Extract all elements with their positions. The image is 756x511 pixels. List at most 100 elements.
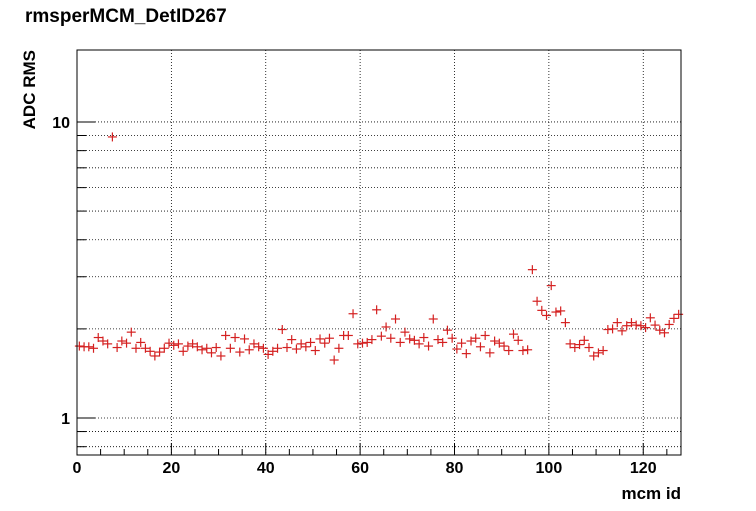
- data-point: [391, 314, 401, 324]
- data-point: [466, 336, 476, 346]
- data-point: [603, 325, 613, 335]
- data-point: [150, 351, 160, 361]
- data-point: [310, 346, 320, 356]
- data-point: [589, 351, 599, 361]
- axis-ticks: [76, 121, 668, 455]
- data-point: [277, 325, 287, 335]
- data-point: [235, 347, 245, 357]
- data-point: [372, 305, 382, 315]
- data-point: [188, 339, 198, 349]
- data-point: [89, 343, 99, 353]
- data-point: [650, 320, 660, 330]
- x-tick-label: 40: [257, 460, 275, 477]
- data-point: [405, 334, 415, 344]
- x-tick-label: 120: [630, 460, 657, 477]
- data-point: [664, 319, 674, 329]
- tick-labels: 0 20 40 60 80 100 120 1 10: [52, 115, 656, 477]
- data-point: [645, 313, 655, 323]
- data-point: [164, 338, 174, 348]
- data-point: [216, 351, 226, 361]
- data-point: [136, 337, 146, 347]
- data-point: [84, 342, 94, 352]
- data-point: [527, 265, 537, 275]
- data-point: [98, 336, 108, 346]
- data-point: [447, 333, 457, 343]
- data-point: [291, 344, 301, 354]
- data-point: [145, 346, 155, 356]
- data-point: [254, 342, 264, 352]
- data-point: [617, 326, 627, 336]
- data-point: [126, 327, 136, 337]
- data-point: [631, 320, 641, 330]
- data-point: [480, 330, 490, 340]
- data-point: [131, 343, 141, 353]
- data-point: [122, 338, 132, 348]
- data-point: [273, 343, 283, 353]
- data-point: [140, 343, 150, 353]
- data-point: [414, 339, 424, 349]
- y-tick-label: 10: [52, 115, 70, 132]
- data-point: [93, 333, 103, 343]
- data-point: [551, 307, 561, 317]
- data-point: [282, 343, 292, 353]
- x-tick-label: 80: [446, 460, 464, 477]
- data-point: [334, 343, 344, 353]
- data-point: [499, 341, 509, 351]
- data-point: [593, 348, 603, 358]
- data-point: [542, 310, 552, 320]
- data-point: [320, 338, 330, 348]
- data-point: [612, 318, 622, 328]
- data-point: [475, 342, 485, 352]
- data-point: [546, 281, 556, 291]
- data-point: [471, 333, 481, 343]
- data-point: [381, 322, 391, 332]
- data-point: [560, 318, 570, 328]
- data-points: [74, 132, 684, 365]
- data-point: [183, 341, 193, 351]
- data-point: [386, 333, 396, 343]
- data-point: [575, 340, 585, 350]
- data-point: [155, 347, 165, 357]
- data-point: [103, 339, 113, 349]
- data-point: [419, 333, 429, 343]
- data-point: [655, 325, 665, 335]
- y-axis-title: ADC RMS: [20, 50, 39, 129]
- data-point: [353, 339, 363, 349]
- data-point: [518, 346, 528, 356]
- data-point: [296, 339, 306, 349]
- data-point: [240, 334, 250, 344]
- data-point: [556, 306, 566, 316]
- data-point: [362, 337, 372, 347]
- data-point: [112, 343, 122, 353]
- data-point: [159, 343, 169, 353]
- data-point: [178, 346, 188, 356]
- data-point: [329, 355, 339, 365]
- data-point: [192, 342, 202, 352]
- x-tick-label: 60: [351, 460, 369, 477]
- data-point: [306, 337, 316, 347]
- x-tick-label: 20: [162, 460, 180, 477]
- data-point: [249, 339, 259, 349]
- data-point: [244, 345, 254, 355]
- data-point: [659, 328, 669, 338]
- data-point: [211, 343, 221, 353]
- data-point: [608, 324, 618, 334]
- data-point: [315, 334, 325, 344]
- data-point: [225, 343, 235, 353]
- data-point: [357, 338, 367, 348]
- data-point: [173, 339, 183, 349]
- data-point: [343, 330, 353, 340]
- data-point: [626, 318, 636, 328]
- data-point: [641, 323, 651, 333]
- data-point: [197, 345, 207, 355]
- data-point: [287, 335, 297, 345]
- data-point: [400, 327, 410, 337]
- chart-title: rmsperMCM_DetID267: [25, 6, 227, 27]
- data-point: [263, 349, 273, 359]
- data-point: [570, 343, 580, 353]
- data-point: [348, 309, 358, 319]
- data-point: [442, 325, 452, 335]
